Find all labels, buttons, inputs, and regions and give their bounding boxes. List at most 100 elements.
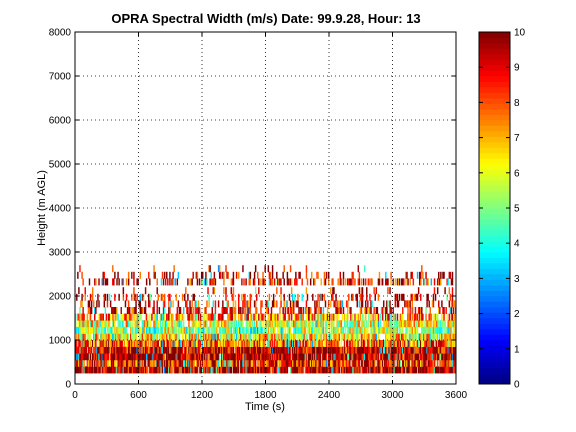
heatmap-cell xyxy=(293,333,295,341)
heatmap-cell xyxy=(336,359,338,367)
heatmap-cell xyxy=(442,320,444,328)
heatmap-cell xyxy=(182,326,185,334)
heatmap-cell xyxy=(85,366,88,374)
heatmap-cell xyxy=(374,320,376,328)
heatmap-cell xyxy=(107,359,110,367)
heatmap-cell xyxy=(122,326,125,334)
heatmap-cell xyxy=(421,307,423,314)
heatmap-cell xyxy=(319,307,321,314)
heatmap-cell xyxy=(207,340,209,347)
heatmap-cell xyxy=(277,320,279,328)
heatmap-cell xyxy=(420,333,422,341)
heatmap-cell xyxy=(281,366,283,374)
heatmap-cell xyxy=(268,359,271,367)
heatmap-cell xyxy=(127,313,130,321)
heatmap-cell xyxy=(289,300,292,308)
heatmap-cell xyxy=(106,278,109,286)
heatmap-cell xyxy=(181,293,184,301)
heatmap-cell xyxy=(332,353,334,361)
heatmap-cell xyxy=(295,278,297,286)
heatmap-cell xyxy=(425,313,427,321)
heatmap-cell xyxy=(438,320,440,328)
heatmap-cell xyxy=(126,346,129,354)
heatmap-cell xyxy=(139,333,142,341)
heatmap-cell xyxy=(193,366,195,374)
heatmap-cell xyxy=(436,333,439,341)
heatmap-cell xyxy=(351,320,353,328)
heatmap-cell xyxy=(255,333,258,341)
heatmap-cell xyxy=(232,333,235,341)
heatmap-cell xyxy=(288,313,291,321)
heatmap-cell xyxy=(143,307,146,314)
heatmap-cell xyxy=(157,366,160,374)
heatmap-cell xyxy=(180,346,183,354)
heatmap-cell xyxy=(247,333,249,341)
heatmap-cell xyxy=(327,278,330,286)
heatmap-cell xyxy=(277,326,279,334)
heatmap-cell xyxy=(398,366,401,374)
heatmap-cell xyxy=(355,359,357,367)
plot-area: 0 600 1200 1800 2400 3000 3600 010002000300040… xyxy=(49,28,468,402)
heatmap-cell xyxy=(200,326,203,334)
heatmap-cell xyxy=(397,300,400,308)
heatmap-cell xyxy=(409,307,411,314)
heatmap-cell xyxy=(202,326,204,334)
heatmap-cell xyxy=(255,307,258,314)
heatmap-cell xyxy=(420,359,422,367)
heatmap-cell xyxy=(179,346,182,354)
heatmap-cell xyxy=(91,326,94,334)
heatmap-cell xyxy=(273,346,276,354)
heatmap-cell xyxy=(269,278,272,286)
heatmap-cell xyxy=(283,320,285,328)
heatmap-cell xyxy=(241,346,243,354)
heatmap-cell xyxy=(143,326,146,334)
heatmap-cell xyxy=(153,340,155,347)
heatmap-cell xyxy=(170,300,172,308)
heatmap-cell xyxy=(175,313,177,321)
heatmap-cell xyxy=(342,326,345,334)
heatmap-cell xyxy=(445,307,447,314)
heatmap-cell xyxy=(233,366,236,374)
heatmap-cell xyxy=(396,326,399,334)
heatmap-cell xyxy=(272,340,275,347)
heatmap-cell xyxy=(286,346,289,354)
heatmap-cell xyxy=(209,265,211,273)
heatmap-cell xyxy=(212,333,215,341)
heatmap-cell xyxy=(231,353,234,361)
heatmap-cell xyxy=(97,320,99,328)
heatmap-cell xyxy=(214,333,217,341)
heatmap-cell xyxy=(224,333,226,341)
heatmap-cell xyxy=(388,333,390,341)
heatmap-cell xyxy=(309,307,312,314)
heatmap-cell xyxy=(388,366,390,374)
heatmap-cell xyxy=(161,313,164,321)
heatmap-cell xyxy=(262,353,264,361)
heatmap-cell xyxy=(157,320,160,328)
heatmap-cell xyxy=(315,366,317,374)
heatmap-cell xyxy=(194,300,197,308)
heatmap-cell xyxy=(359,353,362,361)
heatmap-cell xyxy=(210,346,212,354)
heatmap-cell xyxy=(80,359,82,367)
heatmap-cell xyxy=(173,340,175,347)
heatmap-cell xyxy=(425,359,427,367)
heatmap-cell xyxy=(104,359,107,367)
heatmap-cell xyxy=(268,366,271,374)
heatmap-cell xyxy=(240,313,242,321)
heatmap-cell xyxy=(253,300,256,308)
heatmap-cell xyxy=(231,278,234,286)
heatmap-cell xyxy=(427,326,429,334)
heatmap-cell xyxy=(208,265,210,273)
heatmap-cell xyxy=(311,346,313,354)
heatmap-cell xyxy=(81,293,83,301)
heatmap-cell xyxy=(284,340,287,347)
heatmap-cell xyxy=(234,320,237,328)
heatmap-cell xyxy=(207,313,209,321)
heatmap-cell xyxy=(299,271,301,279)
heatmap-cell xyxy=(301,293,303,301)
heatmap-cell xyxy=(358,359,361,367)
heatmap-cell xyxy=(449,359,452,367)
heatmap-cell xyxy=(113,366,115,374)
heatmap-cell xyxy=(302,359,304,367)
